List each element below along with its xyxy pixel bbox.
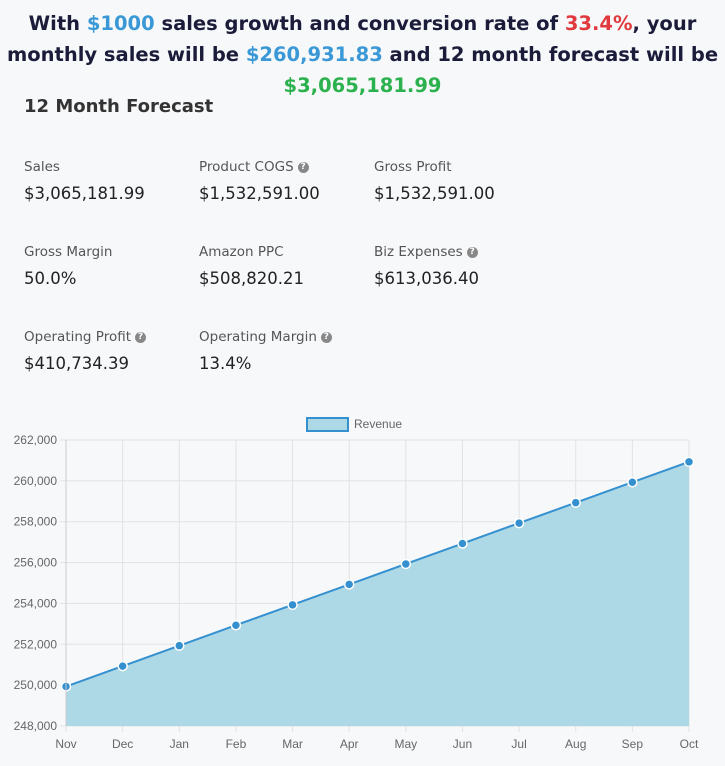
x-tick-label: Jan (170, 737, 189, 751)
metric-product-cogs: Product COGS? $1,532,591.00 (199, 159, 320, 203)
metric-label: Sales (24, 159, 60, 175)
x-tick-label: Jul (511, 737, 526, 751)
metric-label: Product COGS? (199, 159, 320, 175)
headline-text-1: With (28, 12, 87, 35)
y-tick-label: 250,000 (14, 678, 58, 692)
y-tick-label: 254,000 (14, 596, 58, 610)
metric-label: Gross Margin (24, 244, 113, 260)
x-tick-label: Sep (622, 737, 644, 751)
revenue-point (457, 538, 468, 549)
metric-value: $613,036.40 (374, 269, 479, 288)
section-title: 12 Month Forecast (24, 96, 214, 117)
headline-growth: $1000 (86, 12, 155, 35)
metric-label: Biz Expenses? (374, 244, 479, 260)
metric-label: Gross Profit (374, 159, 452, 175)
metric-amazon-ppc: Amazon PPC $508,820.21 (199, 244, 304, 288)
help-icon[interactable]: ? (135, 331, 146, 343)
help-icon[interactable]: ? (297, 161, 309, 173)
revenue-chart: 248,000 250,000 252,000 254,000 256,000 258,0… (14, 417, 699, 751)
revenue-line (65, 460, 690, 688)
x-tick-label: Mar (282, 737, 303, 751)
x-tick-label: Aug (565, 737, 586, 751)
y-tick-label: 252,000 (14, 637, 58, 651)
help-icon[interactable]: ? (320, 331, 332, 343)
x-tick-label: Apr (340, 737, 359, 751)
metric-label: Operating Margin? (199, 329, 332, 345)
legend-label: Revenue (354, 417, 402, 431)
headline-text-4: and 12 month forecast will be (382, 43, 719, 66)
metric-value: $508,820.21 (199, 269, 304, 288)
metric-value: 50.0% (24, 269, 77, 288)
revenue-point (513, 517, 525, 529)
revenue-point (570, 497, 581, 508)
metric-value: $1,532,591.00 (374, 184, 495, 203)
metric-gross-margin: Gross Margin 50.0% (24, 244, 112, 288)
headline-rate: 33.4% (564, 12, 633, 35)
help-icon[interactable]: ? (466, 246, 478, 258)
metric-biz-expenses: Biz Expenses? $613,036.40 (374, 244, 479, 288)
headline-forecast: $3,065,181.99 (283, 74, 442, 97)
x-tick-label: May (394, 737, 417, 751)
x-tick-label: Nov (55, 737, 76, 751)
metric-operating-profit: Operating Profit? $410,734.39 (24, 329, 146, 373)
x-tick-label: Oct (680, 737, 699, 751)
x-tick-label: Dec (112, 737, 133, 751)
metric-value: $3,065,181.99 (24, 184, 145, 203)
headline-monthly: $260,931.83 (245, 43, 383, 66)
revenue-point (400, 558, 412, 570)
revenue-point (683, 456, 695, 468)
metric-operating-margin: Operating Margin? 13.4% (199, 329, 332, 373)
metric-gross-profit: Gross Profit $1,532,591.00 (374, 159, 495, 203)
y-tick-label: 258,000 (14, 515, 58, 529)
revenue-point (627, 476, 638, 488)
x-tick-label: Jun (453, 737, 472, 751)
metric-label: Operating Profit? (24, 329, 146, 345)
revenue-area (66, 461, 689, 726)
revenue-point (117, 660, 128, 672)
y-tick-label: 262,000 (14, 433, 58, 447)
x-tick-label: Feb (226, 737, 247, 751)
revenue-point (343, 579, 355, 590)
revenue-point (287, 599, 298, 611)
legend-swatch (306, 417, 349, 432)
headline-text-3: , your monthly sales will be (6, 12, 697, 66)
headline: With $1000 sales growth and conversion r… (0, 8, 725, 101)
headline-text-2: sales growth and conversion rate of (154, 12, 565, 35)
metric-value: 13.4% (199, 354, 252, 373)
y-tick-label: 260,000 (14, 474, 58, 488)
metric-sales: Sales $3,065,181.99 (24, 159, 145, 203)
y-tick-label: 256,000 (14, 556, 58, 570)
y-tick-label: 248,000 (14, 719, 58, 733)
metric-label: Amazon PPC (199, 244, 284, 260)
metric-value: $410,734.39 (24, 354, 129, 373)
revenue-point (174, 640, 185, 651)
metric-value: $1,532,591.00 (199, 184, 320, 203)
revenue-point (230, 619, 242, 631)
